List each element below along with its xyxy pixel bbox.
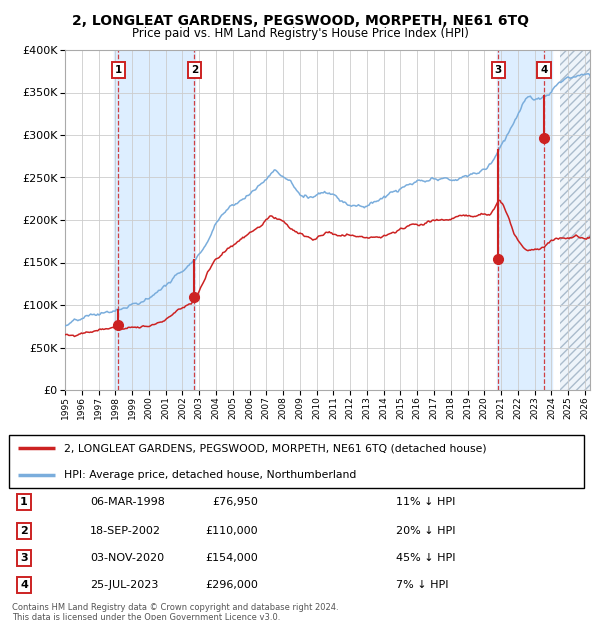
FancyBboxPatch shape bbox=[9, 435, 584, 488]
Text: 18-SEP-2002: 18-SEP-2002 bbox=[90, 526, 161, 536]
Text: 25-JUL-2023: 25-JUL-2023 bbox=[90, 580, 158, 590]
Bar bbox=[113, 50, 195, 390]
Text: £154,000: £154,000 bbox=[205, 553, 258, 563]
Text: 3: 3 bbox=[20, 553, 28, 563]
Bar bbox=[560, 50, 590, 390]
Text: Price paid vs. HM Land Registry's House Price Index (HPI): Price paid vs. HM Land Registry's House … bbox=[131, 27, 469, 40]
Text: HPI: Average price, detached house, Northumberland: HPI: Average price, detached house, Nort… bbox=[64, 469, 356, 480]
Text: 4: 4 bbox=[20, 580, 28, 590]
Text: 2, LONGLEAT GARDENS, PEGSWOOD, MORPETH, NE61 6TQ (detached house): 2, LONGLEAT GARDENS, PEGSWOOD, MORPETH, … bbox=[64, 443, 487, 453]
Text: 1: 1 bbox=[20, 497, 28, 507]
Text: This data is licensed under the Open Government Licence v3.0.: This data is licensed under the Open Gov… bbox=[12, 614, 280, 620]
Text: 20% ↓ HPI: 20% ↓ HPI bbox=[396, 526, 455, 536]
Text: 03-NOV-2020: 03-NOV-2020 bbox=[90, 553, 164, 563]
Text: 06-MAR-1998: 06-MAR-1998 bbox=[90, 497, 165, 507]
Text: £110,000: £110,000 bbox=[205, 526, 258, 536]
Text: 11% ↓ HPI: 11% ↓ HPI bbox=[396, 497, 455, 507]
Text: 2: 2 bbox=[20, 526, 28, 536]
Text: 4: 4 bbox=[541, 65, 548, 76]
Text: 3: 3 bbox=[495, 65, 502, 76]
Text: 2, LONGLEAT GARDENS, PEGSWOOD, MORPETH, NE61 6TQ: 2, LONGLEAT GARDENS, PEGSWOOD, MORPETH, … bbox=[71, 14, 529, 28]
Text: 1: 1 bbox=[115, 65, 122, 76]
Text: 45% ↓ HPI: 45% ↓ HPI bbox=[396, 553, 455, 563]
Text: Contains HM Land Registry data © Crown copyright and database right 2024.: Contains HM Land Registry data © Crown c… bbox=[12, 603, 338, 611]
Text: £76,950: £76,950 bbox=[212, 497, 258, 507]
Text: 7% ↓ HPI: 7% ↓ HPI bbox=[396, 580, 449, 590]
Text: £296,000: £296,000 bbox=[205, 580, 258, 590]
Text: 2: 2 bbox=[191, 65, 198, 76]
Bar bbox=[560, 50, 590, 390]
Bar bbox=[497, 50, 552, 390]
